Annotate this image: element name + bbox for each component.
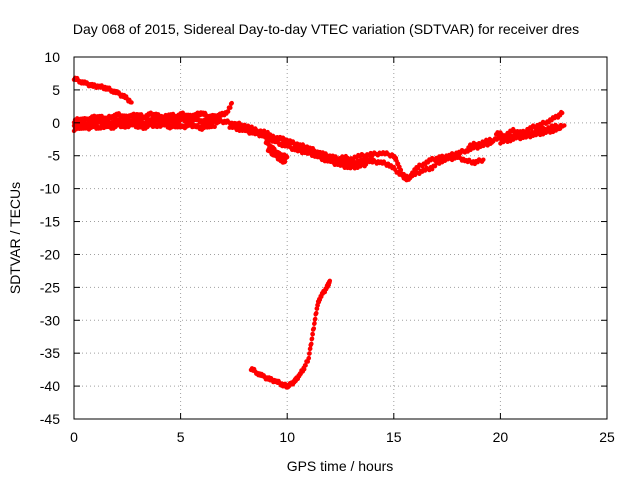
data-point bbox=[314, 306, 320, 311]
data-point bbox=[308, 346, 313, 351]
series-late-evening-upper bbox=[493, 109, 565, 139]
data-point bbox=[302, 367, 307, 372]
data-point bbox=[557, 126, 563, 131]
data-point bbox=[313, 316, 318, 322]
data-point bbox=[226, 109, 231, 114]
series-midday-band-lower bbox=[344, 153, 486, 181]
x-axis-label: GPS time / hours bbox=[287, 458, 394, 474]
y-tick-label: -35 bbox=[40, 345, 60, 361]
x-tick-label: 5 bbox=[177, 429, 185, 445]
y-tick-label: -5 bbox=[48, 148, 61, 164]
tick-layer: 0 5 10 15 20 25 10 5 0 -5 -10 -15 -20 -25 -30 -35 -40 -45 bbox=[40, 49, 615, 445]
data-point bbox=[309, 336, 315, 341]
data-point bbox=[429, 166, 435, 172]
data-point bbox=[228, 105, 233, 110]
data-point bbox=[229, 100, 234, 106]
data-point bbox=[309, 341, 314, 346]
x-tick-label: 10 bbox=[279, 429, 295, 445]
y-tick-label: -10 bbox=[40, 181, 60, 197]
series-early-band-upper bbox=[71, 100, 234, 125]
y-tick-label: 10 bbox=[44, 49, 60, 65]
x-tick-label: 20 bbox=[493, 429, 509, 445]
data-point bbox=[481, 157, 486, 162]
data-point bbox=[129, 100, 134, 105]
data-point bbox=[562, 123, 567, 128]
data-point bbox=[314, 310, 319, 316]
data-point bbox=[306, 355, 312, 361]
series-early-band-lower bbox=[71, 121, 217, 134]
y-tick-label: 0 bbox=[52, 115, 60, 131]
chart-title: Day 068 of 2015, Sidereal Day-to-day VTE… bbox=[73, 21, 579, 37]
data-point bbox=[311, 326, 317, 331]
x-tick-label: 25 bbox=[599, 429, 615, 445]
y-tick-label: 5 bbox=[52, 82, 60, 98]
data-point bbox=[307, 351, 312, 356]
y-tick-label: -30 bbox=[40, 312, 60, 328]
y-tick-label: -25 bbox=[40, 279, 60, 295]
data-layer bbox=[71, 75, 567, 390]
y-tick-label: -15 bbox=[40, 214, 60, 230]
series-late-evening-lower bbox=[498, 125, 563, 146]
grid-layer bbox=[74, 57, 607, 419]
series-short-segment-9h-low bbox=[265, 146, 288, 165]
data-point bbox=[312, 321, 317, 326]
data-point bbox=[303, 363, 308, 368]
y-tick-label: -20 bbox=[40, 246, 60, 262]
y-axis-label: SDTVAR / TECUs bbox=[7, 182, 23, 294]
series-low-arc bbox=[248, 278, 333, 390]
data-point bbox=[560, 110, 565, 116]
plot-frame bbox=[73, 56, 608, 420]
y-tick-label: -40 bbox=[40, 378, 60, 394]
x-tick-label: 15 bbox=[386, 429, 402, 445]
x-tick-label: 0 bbox=[70, 429, 78, 445]
data-point bbox=[212, 124, 217, 129]
series-early-high-arc bbox=[71, 75, 134, 105]
y-tick-label: -45 bbox=[40, 411, 60, 427]
data-point bbox=[432, 163, 438, 169]
data-point bbox=[285, 154, 290, 160]
data-point bbox=[310, 332, 315, 337]
data-point bbox=[327, 278, 333, 283]
data-point bbox=[282, 159, 288, 164]
